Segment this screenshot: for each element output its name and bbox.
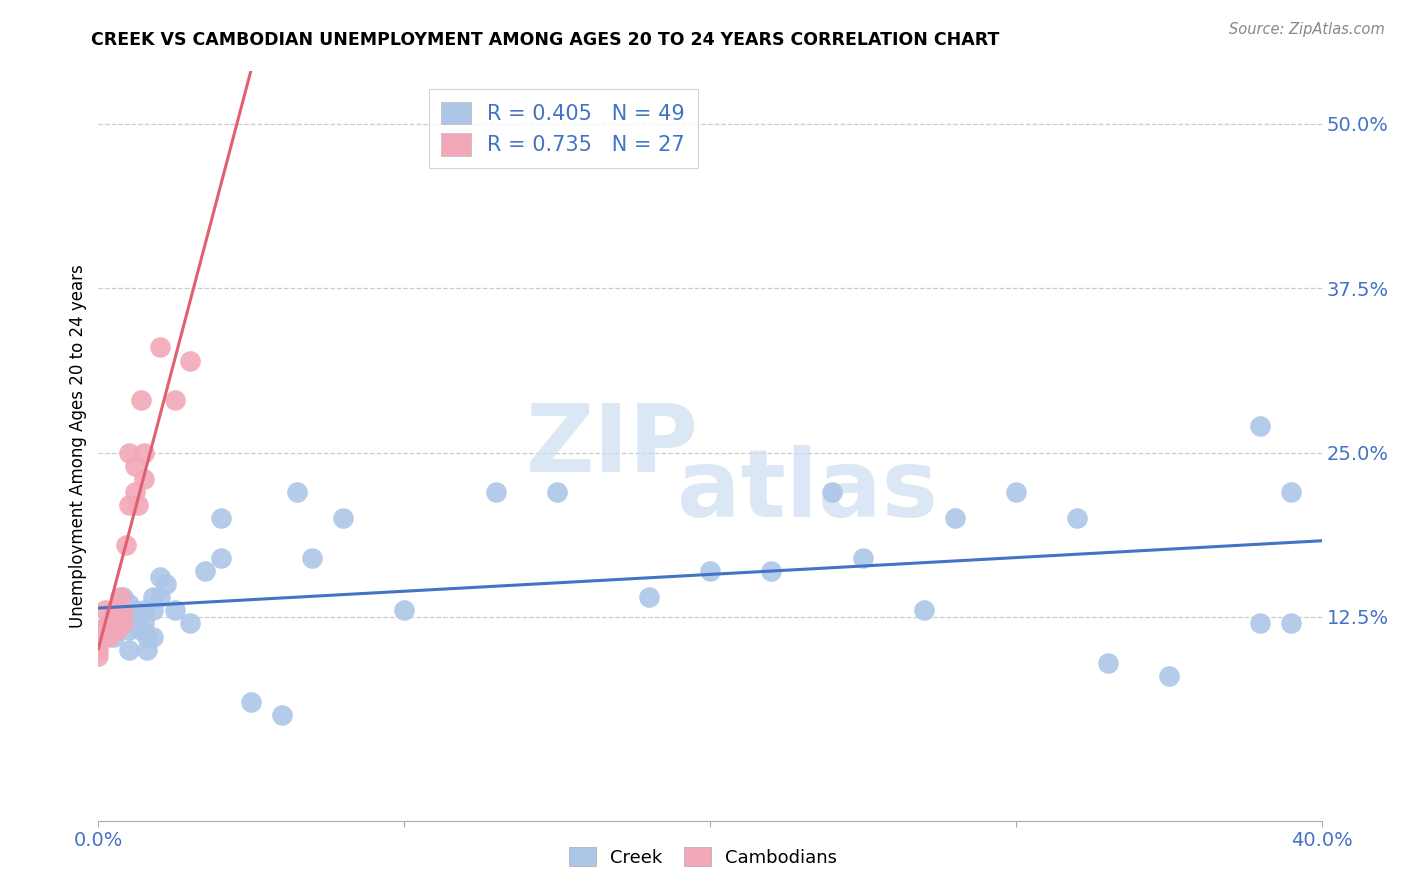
Point [179, 616, 201, 631]
Point [1279, 616, 1302, 631]
Point [124, 616, 146, 631]
Point [115, 538, 138, 552]
Point [87, 642, 110, 657]
Point [142, 630, 165, 644]
Y-axis label: Unemployment Among Ages 20 to 24 years: Unemployment Among Ages 20 to 24 years [69, 264, 87, 628]
Text: Source: ZipAtlas.com: Source: ZipAtlas.com [1229, 22, 1385, 37]
Point [1097, 656, 1119, 670]
Point [134, 603, 156, 617]
Point [637, 590, 661, 604]
Point [111, 603, 134, 617]
Point [118, 498, 141, 512]
Point [699, 564, 721, 578]
Point [852, 550, 875, 565]
Point [301, 550, 323, 565]
Point [97, 616, 120, 631]
Point [118, 445, 141, 459]
Point [134, 445, 156, 459]
Point [270, 708, 292, 723]
Point [118, 642, 141, 657]
Point [103, 603, 125, 617]
Point [194, 564, 217, 578]
Point [1249, 419, 1271, 434]
Point [87, 636, 110, 650]
Point [179, 353, 201, 368]
Point [821, 485, 844, 500]
Point [209, 511, 232, 525]
Point [111, 616, 134, 631]
Point [134, 616, 156, 631]
Point [103, 616, 125, 631]
Text: CREEK VS CAMBODIAN UNEMPLOYMENT AMONG AGES 20 TO 24 YEARS CORRELATION CHART: CREEK VS CAMBODIAN UNEMPLOYMENT AMONG AG… [91, 31, 1000, 49]
Point [149, 340, 172, 354]
Point [485, 485, 508, 500]
Point [142, 590, 165, 604]
Legend: R = 0.405   N = 49, R = 0.735   N = 27: R = 0.405 N = 49, R = 0.735 N = 27 [429, 89, 697, 168]
Point [1066, 511, 1088, 525]
Point [136, 642, 159, 657]
Point [118, 597, 141, 611]
Point [118, 610, 141, 624]
Point [285, 485, 308, 500]
Point [546, 485, 568, 500]
Point [163, 603, 186, 617]
Point [90, 623, 112, 637]
Point [142, 603, 165, 617]
Point [87, 623, 110, 637]
Point [127, 498, 149, 512]
Point [97, 630, 120, 644]
Point [105, 623, 128, 637]
Point [1004, 485, 1026, 500]
Point [392, 603, 416, 617]
Point [108, 590, 131, 604]
Point [87, 649, 110, 664]
Point [155, 577, 177, 591]
Point [1279, 485, 1302, 500]
Point [111, 590, 134, 604]
Point [124, 603, 146, 617]
Point [332, 511, 354, 525]
Point [943, 511, 966, 525]
Point [124, 485, 146, 500]
Point [100, 623, 122, 637]
Point [149, 590, 172, 604]
Point [136, 630, 159, 644]
Point [1157, 669, 1180, 683]
Point [209, 550, 232, 565]
Point [118, 623, 141, 637]
Point [124, 458, 146, 473]
Point [163, 392, 186, 407]
Point [912, 603, 935, 617]
Point [129, 392, 152, 407]
Point [134, 472, 156, 486]
Point [240, 695, 263, 709]
Point [103, 603, 125, 617]
Point [87, 630, 110, 644]
Point [103, 630, 125, 644]
Point [149, 570, 172, 584]
Text: ZIP: ZIP [526, 400, 699, 492]
Point [93, 603, 115, 617]
Point [1249, 616, 1271, 631]
Point [129, 623, 152, 637]
Legend: Creek, Cambodians: Creek, Cambodians [561, 840, 845, 874]
Point [759, 564, 782, 578]
Text: atlas: atlas [678, 445, 938, 537]
